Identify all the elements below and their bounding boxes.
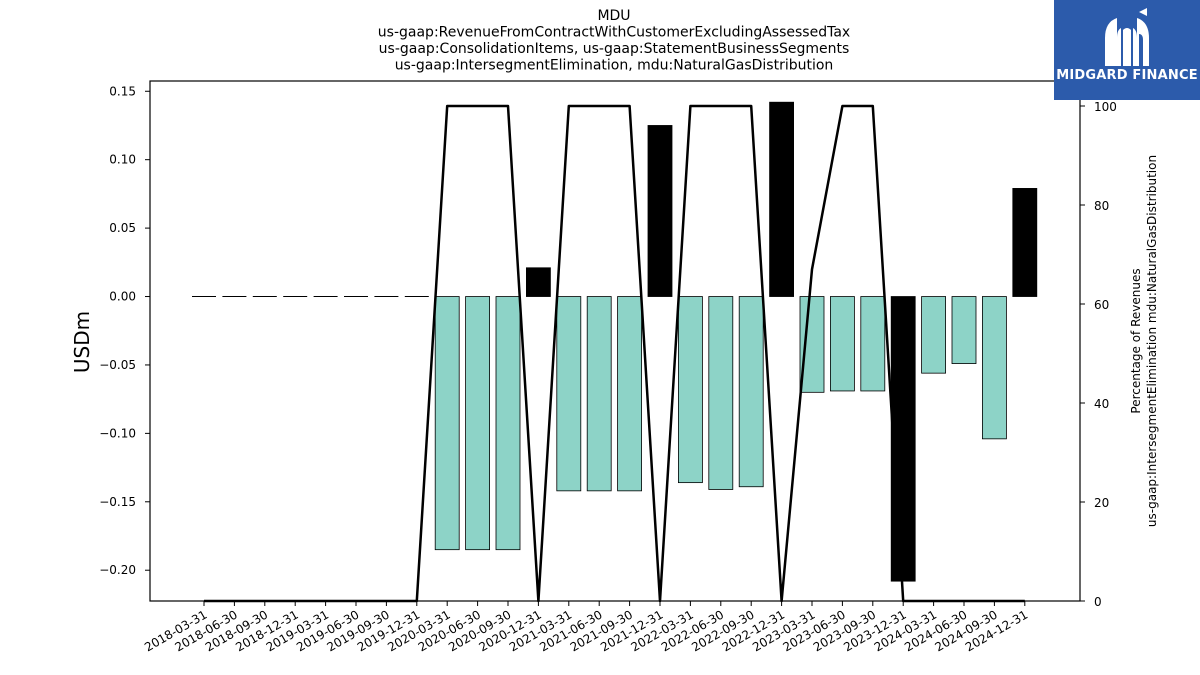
bar xyxy=(1012,188,1038,297)
y-right-tick-label: 40 xyxy=(1094,397,1109,411)
bar xyxy=(830,296,855,392)
y-tick-label: −0.20 xyxy=(99,563,136,577)
bar xyxy=(982,296,1007,440)
y-tick-label: 0.05 xyxy=(109,221,136,235)
title-line: us-gaap:RevenueFromContractWithCustomerE… xyxy=(378,25,850,41)
chart-title: MDUus-gaap:RevenueFromContractWithCustom… xyxy=(378,8,850,74)
bar xyxy=(738,296,764,488)
title-line: us-gaap:ConsolidationItems, us-gaap:Stat… xyxy=(379,41,850,57)
x-axis: 2018-03-312018-06-302018-09-302018-12-31… xyxy=(142,601,1030,654)
company-logo: MIDGARD FINANCE xyxy=(1054,0,1200,100)
y-axis-label: USDm xyxy=(70,311,94,373)
bar xyxy=(860,296,886,392)
bars xyxy=(192,101,1038,582)
y-axis-right: 0 20 40 60 80 100 xyxy=(1080,100,1117,609)
y-tick-label: 0.15 xyxy=(109,84,136,98)
logo-mark-icon xyxy=(1105,8,1149,66)
bar xyxy=(586,296,612,492)
y-tick-label: −0.15 xyxy=(99,495,136,509)
bar xyxy=(769,101,794,297)
axis-labels: USDm Percentage of Revenues us-gaap:Inters… xyxy=(70,155,1159,527)
bar xyxy=(617,296,642,492)
logo-text: MIDGARD FINANCE xyxy=(1056,68,1198,83)
y-right-axis-label: Percentage of Revenues xyxy=(1129,268,1143,413)
bar xyxy=(678,296,703,484)
plot-frame xyxy=(149,80,1081,602)
y-tick-label: −0.05 xyxy=(99,358,136,372)
bar xyxy=(647,125,673,297)
y-right-tick-label: 80 xyxy=(1094,199,1109,213)
y-right-tick-label: 0 xyxy=(1094,595,1102,609)
y-right-tick-label: 20 xyxy=(1094,496,1109,510)
y-tick-label: 0.00 xyxy=(109,290,136,304)
y-tick-label: −0.10 xyxy=(99,426,136,440)
bar xyxy=(951,296,977,364)
bar xyxy=(890,296,916,582)
y-right-tick-label: 100 xyxy=(1094,100,1117,114)
y-right-tick-label: 60 xyxy=(1094,298,1109,312)
bar xyxy=(708,296,734,490)
y-axis-left: −0.20 −0.15 −0.10 −0.05 0.00 0.05 0.10 0.15 xyxy=(99,84,150,577)
y-right-axis-label: us-gaap:IntersegmentElimination mdu:Natu… xyxy=(1145,155,1159,527)
bar xyxy=(526,267,551,297)
y-tick-label: 0.10 xyxy=(109,153,136,167)
bar xyxy=(434,296,460,551)
title-line: MDU xyxy=(597,8,630,24)
title-line: us-gaap:IntersegmentElimination, mdu:Nat… xyxy=(395,58,834,74)
bar xyxy=(556,296,582,492)
bar xyxy=(495,296,521,551)
axes xyxy=(149,80,1081,602)
bar xyxy=(465,296,491,551)
bar xyxy=(921,296,946,374)
bar xyxy=(799,296,825,393)
